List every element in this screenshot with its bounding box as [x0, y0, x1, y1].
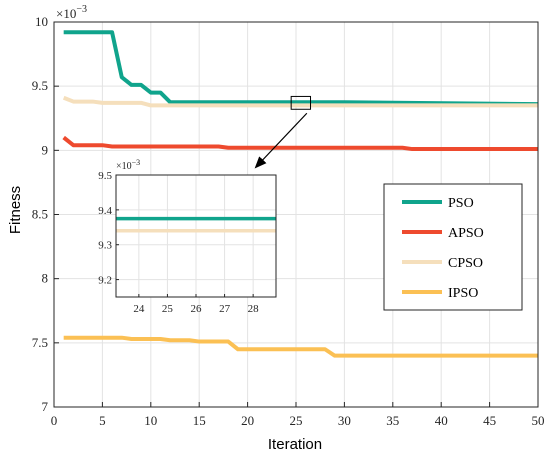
x-tick-label: 5: [99, 413, 106, 428]
x-tick-label: 30: [338, 413, 351, 428]
inset-exponent-power: −3: [132, 158, 141, 167]
y-tick-label: 7.5: [32, 335, 48, 350]
x-tick-label: 15: [193, 413, 206, 428]
series-line-ipso: [63, 335, 538, 358]
y-tick-label: 10: [35, 14, 48, 29]
x-tick-label: 45: [483, 413, 496, 428]
inset-chart: 24 25 26 27 28 9.2 9.3 9.4 9.5 ×10−3: [98, 158, 277, 315]
x-tick-label: 50: [532, 413, 545, 428]
inset-exponent-label: ×10−3: [116, 158, 140, 172]
series-line-apso: [62, 135, 538, 152]
zoom-arrow: [254, 112, 308, 169]
y-tick-label: 8: [42, 271, 49, 286]
y-exponent-power: −3: [76, 4, 87, 15]
inset-x-tick-label: 25: [162, 303, 174, 315]
x-tick-label: 10: [144, 413, 157, 428]
axis-ticks: 0 5 10 15 20 25 30 35 40 45 50 7 7.5 8 8.5 9 9.5 10: [32, 14, 545, 428]
y-tick-label: 9.5: [32, 78, 48, 93]
inset-exponent-base: ×10: [116, 161, 132, 172]
legend-label-ipso: IPSO: [448, 286, 478, 301]
inset-x-tick-label: 26: [191, 303, 203, 315]
x-tick-label: 0: [51, 413, 58, 428]
y-exponent-label: ×10−3: [56, 4, 87, 21]
inset-x-tick-label: 28: [248, 303, 260, 315]
legend: PSO APSO CPSO IPSO: [383, 183, 523, 311]
series-lines: [62, 30, 539, 358]
inset-y-tick-label: 9.5: [98, 170, 112, 182]
x-axis-label: Iteration: [268, 436, 322, 453]
y-tick-label: 9: [42, 142, 49, 157]
legend-label-apso: APSO: [448, 226, 484, 241]
inset-y-tick-label: 9.4: [98, 205, 112, 217]
zoom-annotation: [254, 95, 312, 169]
x-tick-label: 20: [241, 413, 254, 428]
x-tick-label: 40: [435, 413, 448, 428]
inset-x-tick-label: 27: [219, 303, 231, 315]
inset-y-tick-label: 9.2: [98, 275, 112, 287]
x-tick-label: 35: [386, 413, 399, 428]
legend-label-cpso: CPSO: [448, 256, 483, 271]
y-axis-label: Fitness: [7, 186, 24, 234]
legend-box: [383, 183, 523, 311]
zoom-box: [290, 95, 312, 110]
series-line-pso: [63, 30, 539, 107]
inset-x-tick-label: 24: [133, 303, 145, 315]
y-tick-label: 8.5: [32, 207, 48, 222]
legend-label-pso: PSO: [448, 196, 474, 211]
series-line-cpso: [62, 95, 538, 108]
y-exponent-base: ×10: [56, 6, 76, 21]
y-tick-label: 7: [42, 399, 49, 414]
x-tick-label: 25: [290, 413, 303, 428]
inset-y-tick-label: 9.3: [98, 240, 112, 252]
